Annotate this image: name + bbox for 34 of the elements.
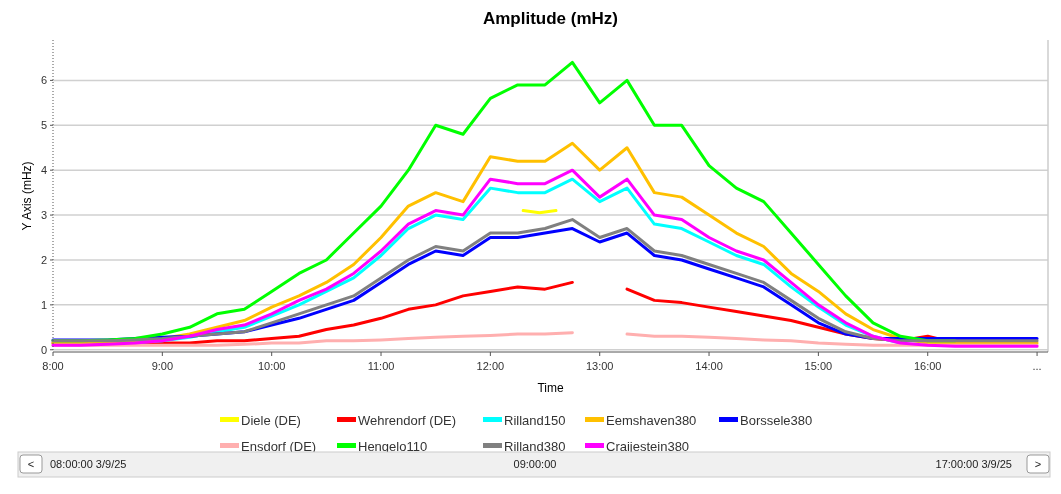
legend-label: Rilland150 xyxy=(504,412,566,428)
legend-label: Borssele380 xyxy=(740,412,813,428)
legend-label: Rilland380 xyxy=(504,438,566,454)
y-tick-label: 6 xyxy=(40,74,47,87)
x-tick-label: 9:00 xyxy=(151,360,174,372)
text: < xyxy=(27,457,35,470)
text: > xyxy=(1034,457,1042,470)
y-tick-label: 4 xyxy=(40,164,47,177)
x-tick-label: 10:00 xyxy=(257,360,286,372)
x-tick-label: ... xyxy=(1032,360,1042,372)
legend-label: Craijestein380 xyxy=(606,438,690,454)
legend-label: Wehrendorf (DE) xyxy=(358,412,457,428)
x-tick-label: 11:00 xyxy=(367,360,395,372)
y-tick-label: 1 xyxy=(40,298,47,311)
y-tick-label: 3 xyxy=(40,208,47,221)
y-axis-title: Y Axis (mHz) xyxy=(20,161,34,231)
legend-label: Ensdorf (DE) xyxy=(241,438,317,454)
x-tick-label: 12:00 xyxy=(476,360,505,372)
x-tick-label: 13:00 xyxy=(585,360,614,372)
y-tick-label: 0 xyxy=(40,343,47,356)
text: 17:00:00 3/9/25 xyxy=(935,457,1012,470)
y-tick-label: 5 xyxy=(40,119,47,132)
x-tick-label: 14:00 xyxy=(695,360,723,372)
legend-label: Diele (DE) xyxy=(241,412,301,428)
y-tick-label: 2 xyxy=(40,253,47,266)
x-tick-label: 16:00 xyxy=(913,360,942,372)
text: 09:00:00 xyxy=(513,457,557,470)
x-axis-title: Time xyxy=(537,381,564,395)
legend-label: Hengelo110 xyxy=(358,438,428,454)
x-tick-label: 15:00 xyxy=(804,360,833,372)
chart-title: Amplitude (mHz) xyxy=(482,9,619,28)
text: 08:00:00 3/9/25 xyxy=(50,457,127,470)
legend-label: Eemshaven380 xyxy=(606,412,697,428)
x-tick-label: 8:00 xyxy=(42,360,64,372)
